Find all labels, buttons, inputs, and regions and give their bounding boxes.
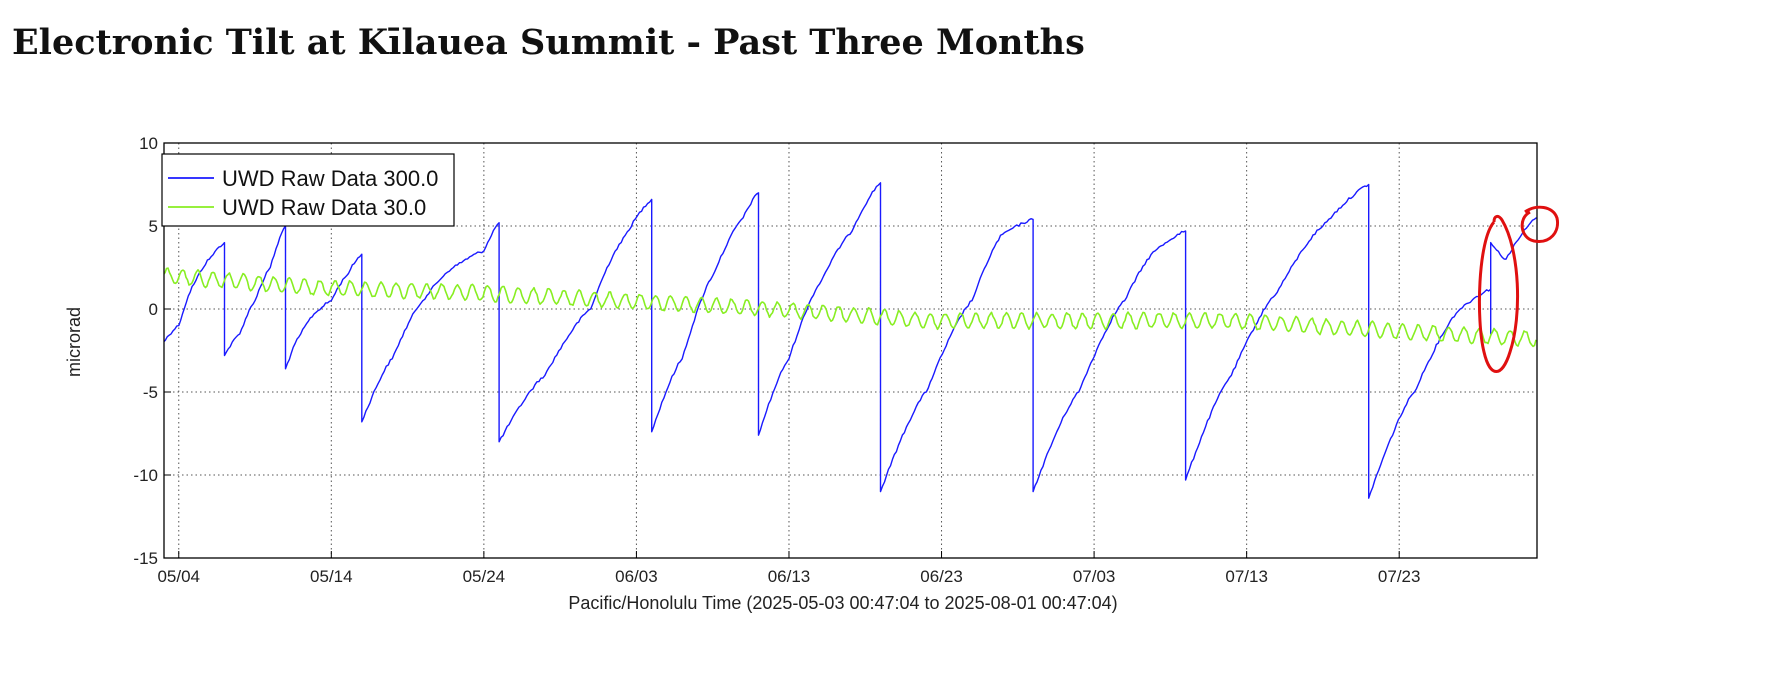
- x-tick-label: 07/13: [1225, 567, 1268, 586]
- x-tick-label: 05/14: [310, 567, 353, 586]
- legend-label-green: UWD Raw Data 30.0: [222, 195, 426, 220]
- y-tick-label: -15: [133, 549, 158, 568]
- legend: UWD Raw Data 300.0 UWD Raw Data 30.0: [161, 153, 455, 227]
- x-tick-label: 07/03: [1073, 567, 1116, 586]
- y-tick-label: 10: [139, 134, 158, 153]
- hand-drawn-annotations: [1477, 205, 1560, 373]
- x-axis-label: Pacific/Honolulu Time (2025-05-03 00:47:…: [568, 593, 1117, 613]
- plot-frame: [163, 142, 1538, 559]
- annotation-oval-large: [1477, 214, 1520, 373]
- y-axis-label: microrad: [64, 307, 84, 377]
- series-line-uwd-30: [164, 267, 1537, 348]
- page-title: Electronic Tilt at Kīlauea Summit - Past…: [12, 22, 1085, 63]
- series-line-uwd-300: [164, 182, 1537, 499]
- legend-label-blue: UWD Raw Data 300.0: [222, 166, 438, 191]
- grid-lines: [164, 143, 1537, 558]
- y-tick-label: 0: [149, 300, 158, 319]
- x-tick-label: 05/24: [463, 567, 506, 586]
- series-layer: [164, 182, 1537, 499]
- x-tick-label: 06/03: [615, 567, 658, 586]
- x-tick-label: 06/23: [920, 567, 963, 586]
- legend-box: [161, 153, 455, 227]
- annotation-oval-small: [1520, 205, 1560, 243]
- y-tick-label: -10: [133, 466, 158, 485]
- x-tick-label: 07/23: [1378, 567, 1421, 586]
- y-tick-label: -5: [143, 383, 158, 402]
- x-tick-label: 06/13: [768, 567, 811, 586]
- y-tick-label: 5: [149, 217, 158, 236]
- x-tick-label: 05/04: [157, 567, 200, 586]
